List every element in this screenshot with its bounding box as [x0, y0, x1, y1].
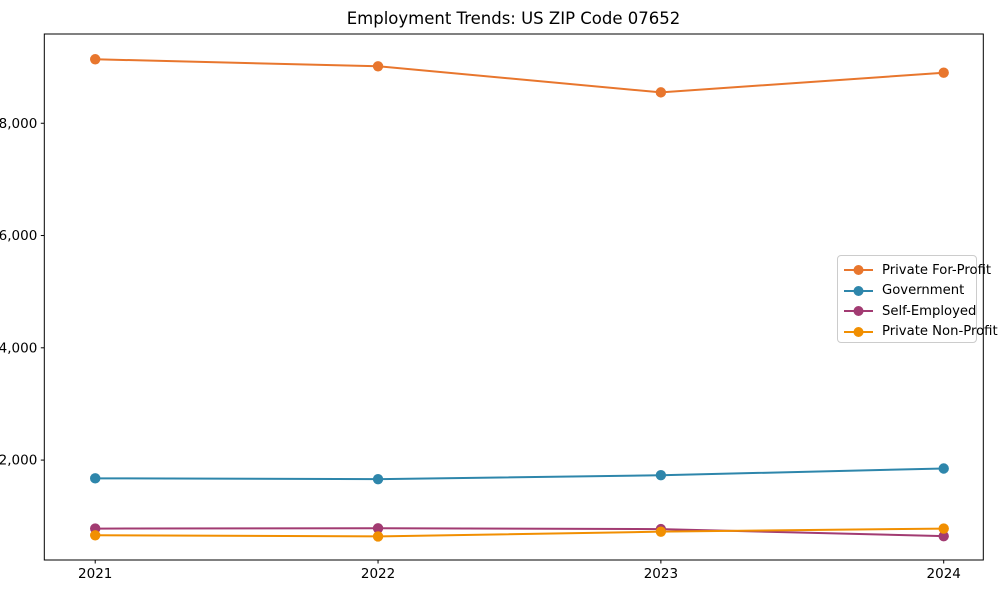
data-point-private-for-profit-2022 [372, 61, 384, 72]
legend: Private For-Profit Government Self-Employe… [837, 255, 998, 343]
series-line-private-for-profit [94, 58, 945, 94]
x-tick-label: 2022 [361, 566, 395, 582]
data-point-self-employed-2022 [372, 523, 384, 534]
legend-label: Private For-Profit [882, 262, 992, 278]
data-point-private-for-profit-2024 [938, 67, 949, 78]
data-point-private-non-profit-2023 [655, 526, 667, 537]
data-point-government-2024 [938, 463, 949, 474]
legend-item-self-employed: Self-Employed [843, 301, 976, 322]
legend-label: Government [882, 283, 965, 299]
legend-label: Self-Employed [882, 303, 977, 319]
legend-marker-icon [844, 265, 873, 276]
data-point-private-non-profit-2024 [938, 523, 949, 534]
x-tick-label: 2021 [78, 566, 112, 582]
data-point-private-for-profit-2021 [90, 54, 101, 65]
legend-item-private-for-profit: Private For-Profit [843, 260, 991, 281]
y-tick-label: 2,000 [0, 453, 37, 469]
legend-marker-icon [844, 285, 873, 296]
data-point-private-for-profit-2023 [655, 87, 667, 98]
x-tick-label: 2024 [927, 566, 961, 582]
axes-spines [43, 33, 984, 561]
data-point-private-non-profit-2022 [372, 531, 384, 542]
series-line-government [94, 467, 945, 481]
y-tick-label: 6,000 [0, 228, 37, 244]
data-point-government-2022 [372, 473, 384, 485]
legend-item-private-non-profit: Private Non-Profit [843, 322, 998, 343]
series-line-self-employed [94, 527, 945, 538]
data-point-self-employed-2024 [938, 530, 949, 542]
data-point-government-2021 [90, 473, 101, 484]
y-tick-label: 8,000 [0, 116, 37, 132]
x-tick-label: 2023 [644, 566, 678, 582]
legend-marker-icon [844, 306, 873, 317]
series-line-private-non-profit [94, 527, 945, 538]
data-point-government-2023 [655, 470, 667, 481]
legend-label: Private Non-Profit [882, 324, 998, 340]
legend-item-government: Government [843, 281, 976, 302]
legend-marker-icon [844, 326, 873, 337]
chart-title: Employment Trends: US ZIP Code 07652 [346, 9, 681, 28]
data-point-private-non-profit-2021 [90, 530, 101, 541]
y-tick-label: 4,000 [0, 340, 37, 356]
